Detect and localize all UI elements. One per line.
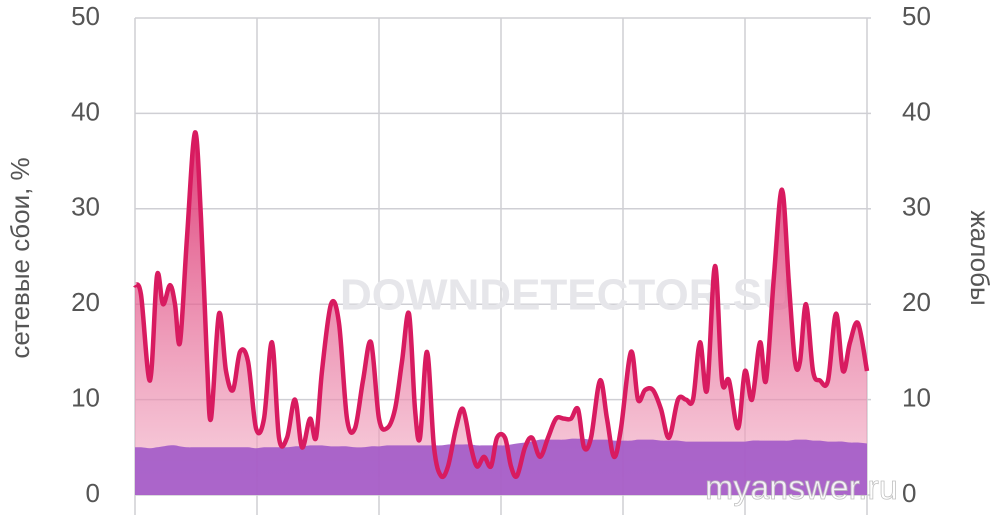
y-tick-label: 50 [71, 1, 100, 31]
y-tick-label: 30 [71, 192, 100, 222]
y2-tick-label: 0 [902, 478, 916, 508]
y-axis-label: сетевые сбои, % [5, 157, 35, 358]
y2-tick-label: 50 [902, 1, 931, 31]
area-fill [135, 438, 867, 495]
y2-axis-label: жалобы [965, 210, 995, 305]
y-tick-label: 20 [71, 287, 100, 317]
y-tick-label: 0 [86, 478, 100, 508]
line [133, 130, 870, 480]
y2-tick-label: 40 [902, 96, 931, 126]
watermark: myanswer.ru [705, 469, 898, 507]
y-tick-label: 10 [71, 382, 100, 412]
y2-tick-label: 20 [902, 287, 931, 317]
y2-tick-label: 30 [902, 192, 931, 222]
area-fill [135, 132, 867, 495]
y-tick-label: 40 [71, 96, 100, 126]
y2-tick-label: 10 [902, 382, 931, 412]
